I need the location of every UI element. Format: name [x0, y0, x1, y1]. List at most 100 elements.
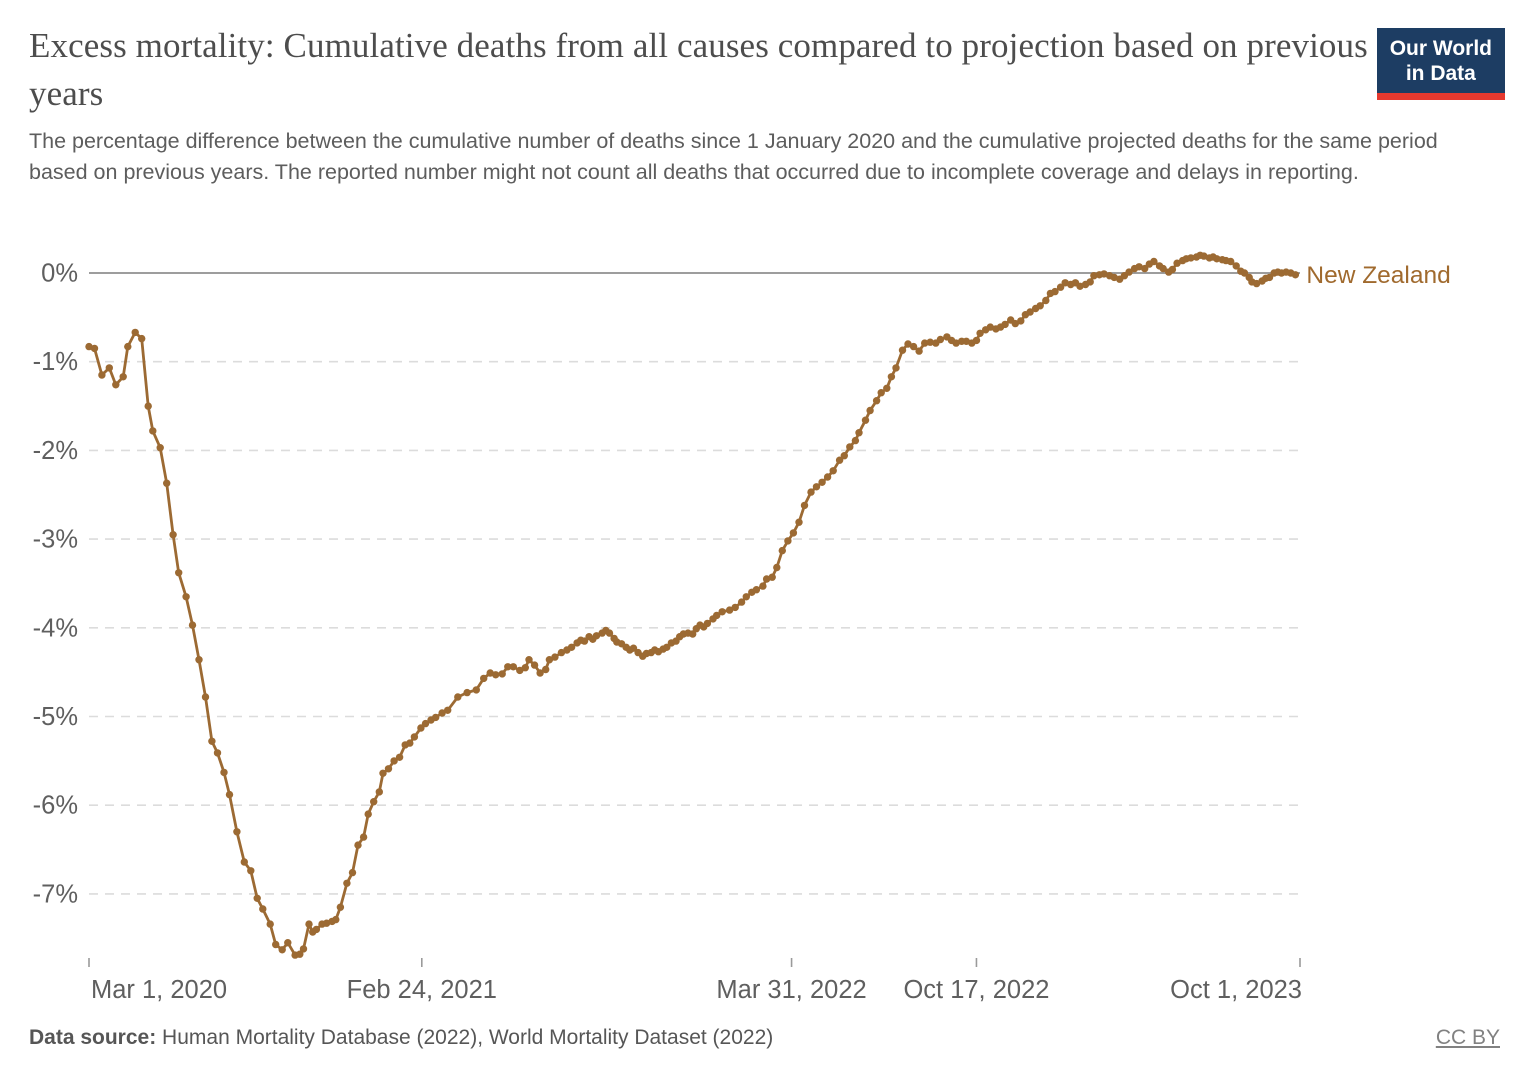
- data-point: [354, 841, 362, 849]
- data-point: [278, 946, 286, 954]
- data-point: [737, 598, 746, 606]
- data-point: [898, 346, 907, 354]
- data-point: [872, 397, 881, 405]
- data-point: [492, 671, 500, 679]
- data-point: [718, 608, 726, 616]
- data-point: [498, 670, 506, 678]
- logo-text-line2: in Data: [1405, 61, 1476, 85]
- excess-mortality-line-chart: 0% -1% -2% -3% -4% -5% -6% -7% Mar 1, 2020 Feb 24…: [33, 251, 1451, 1004]
- data-point: [866, 406, 874, 415]
- data-point: [509, 663, 517, 671]
- data-point: [525, 656, 533, 664]
- chart-subtitle: The percentage difference between the cu…: [29, 129, 1438, 184]
- data-point: [795, 518, 803, 526]
- data-point: [835, 456, 844, 464]
- data-point: [225, 790, 234, 799]
- data-point: [818, 478, 826, 486]
- data-point: [463, 688, 471, 697]
- data-point: [1232, 262, 1240, 270]
- data-point: [1291, 271, 1300, 279]
- y-axis-tick-label: -6%: [33, 792, 78, 820]
- data-point: [1086, 278, 1094, 286]
- data-point: [536, 669, 544, 677]
- data-point: [605, 629, 614, 637]
- data-point: [904, 340, 912, 348]
- data-point: [1026, 308, 1034, 316]
- data-point: [909, 342, 918, 351]
- x-axis-tick-label: Oct 1, 2023: [1170, 976, 1302, 1004]
- data-point: [1017, 317, 1025, 325]
- data-point: [807, 488, 815, 496]
- data-point: [175, 569, 183, 577]
- data-point: [557, 648, 566, 657]
- data-point: [1135, 263, 1143, 271]
- data-point: [883, 384, 891, 392]
- license-link[interactable]: CC BY: [1435, 1026, 1500, 1049]
- data-point: [444, 706, 452, 714]
- data-point: [182, 593, 190, 601]
- data-point: [829, 467, 837, 475]
- data-point: [305, 920, 313, 928]
- data-point: [163, 479, 171, 487]
- data-point: [213, 749, 222, 757]
- data-point: [370, 798, 378, 806]
- data-point: [936, 335, 945, 344]
- data-point: [233, 828, 241, 836]
- data-point: [1125, 268, 1133, 276]
- data-point: [778, 546, 786, 555]
- data-point: [343, 879, 351, 887]
- data-point: [1265, 273, 1274, 282]
- data-point: [663, 643, 671, 651]
- data-point: [1240, 269, 1249, 277]
- data-point: [542, 665, 550, 674]
- data-source-text: Human Mortality Database (2022), World M…: [156, 1026, 774, 1049]
- data-point: [1100, 270, 1108, 278]
- data-point: [1213, 255, 1221, 263]
- data-point: [516, 666, 524, 675]
- data-point: [112, 381, 120, 389]
- data-point: [713, 611, 721, 620]
- data-point: [725, 606, 734, 614]
- data-point: [272, 940, 280, 949]
- data-point: [567, 643, 576, 651]
- owid-logo: Our World in Data: [1376, 28, 1505, 100]
- data-point: [296, 950, 304, 958]
- data-point: [138, 334, 146, 343]
- data-point: [580, 637, 589, 645]
- data-point: [926, 338, 934, 346]
- series-label: New Zealand: [1306, 262, 1450, 289]
- data-point: [877, 389, 885, 397]
- data-point: [1051, 287, 1059, 296]
- data-point: [1090, 272, 1098, 280]
- data-point: [773, 563, 781, 572]
- data-point: [124, 342, 132, 351]
- x-axis-tick-label: Mar 1, 2020: [91, 976, 227, 1004]
- y-axis-tick-label: 0%: [41, 260, 78, 288]
- data-point: [432, 713, 440, 722]
- data-point: [98, 371, 106, 379]
- data-point: [220, 768, 228, 777]
- data-source-label: Data source:: [29, 1026, 157, 1049]
- data-point: [1187, 254, 1195, 262]
- data-point: [253, 894, 261, 902]
- data-point: [149, 427, 157, 435]
- data-point: [1001, 320, 1009, 329]
- data-point: [731, 603, 739, 612]
- data-point: [359, 833, 368, 841]
- data-point: [384, 765, 393, 773]
- data-point: [454, 693, 462, 701]
- y-axis-tick-label: -2%: [33, 437, 78, 465]
- data-point: [208, 737, 216, 745]
- data-point: [855, 429, 863, 437]
- data-point: [851, 436, 860, 445]
- data-point: [390, 757, 398, 765]
- data-source: Data source: Human Mortality Database (2…: [29, 1026, 773, 1050]
- logo-text-line1: Our World: [1389, 37, 1492, 60]
- data-point: [952, 339, 960, 347]
- data-point: [915, 347, 923, 355]
- data-point: [195, 656, 203, 664]
- data-point: [703, 619, 712, 628]
- data-point: [759, 582, 767, 590]
- data-point: [521, 664, 529, 672]
- data-point: [784, 537, 792, 545]
